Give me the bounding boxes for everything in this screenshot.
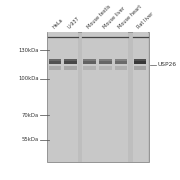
Bar xyxy=(84,66,96,70)
Text: Rat liver: Rat liver xyxy=(136,11,155,30)
Text: HeLa: HeLa xyxy=(51,17,64,30)
Bar xyxy=(99,66,112,70)
Text: 130kDa: 130kDa xyxy=(18,48,39,53)
Text: Mouse liver: Mouse liver xyxy=(102,6,126,30)
Bar xyxy=(99,59,112,64)
Bar xyxy=(49,59,61,64)
Bar xyxy=(64,59,77,61)
Bar xyxy=(134,66,146,70)
Bar xyxy=(64,59,77,64)
Bar xyxy=(49,66,61,70)
Text: USP26: USP26 xyxy=(157,62,176,67)
Bar xyxy=(64,66,77,70)
Text: Mouse heart: Mouse heart xyxy=(117,4,143,30)
Bar xyxy=(115,66,127,70)
Bar xyxy=(134,59,146,64)
Bar xyxy=(115,59,127,61)
Bar xyxy=(82,32,128,162)
Bar xyxy=(134,59,146,61)
Bar xyxy=(47,31,149,162)
Text: 55kDa: 55kDa xyxy=(21,137,39,142)
Text: 100kDa: 100kDa xyxy=(18,76,39,81)
Bar xyxy=(133,32,148,162)
Bar xyxy=(115,59,127,64)
Text: 70kDa: 70kDa xyxy=(21,113,39,118)
Bar xyxy=(49,59,61,61)
Bar xyxy=(99,59,112,61)
Text: U-937: U-937 xyxy=(67,16,81,30)
Text: Mouse testis: Mouse testis xyxy=(86,4,112,30)
Bar xyxy=(84,59,96,64)
Bar xyxy=(84,59,96,61)
Bar xyxy=(48,32,78,162)
